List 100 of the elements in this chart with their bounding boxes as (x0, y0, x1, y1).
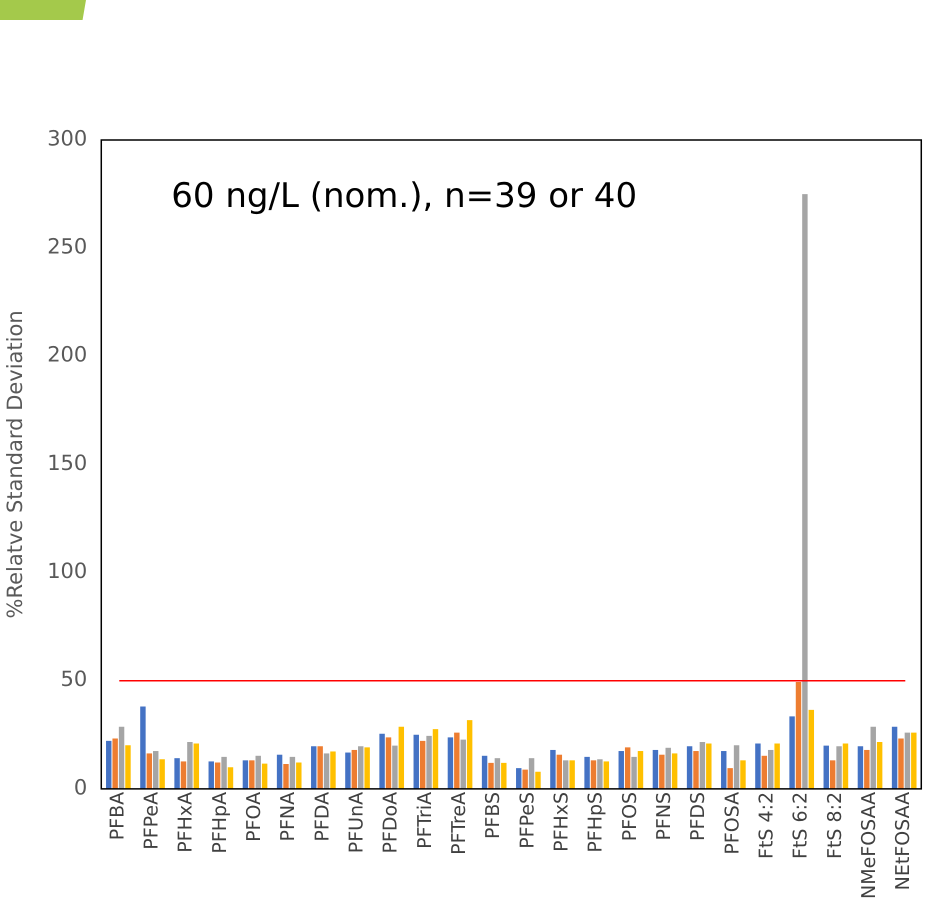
x-tick-label: PFOS (618, 792, 641, 842)
x-tick-label: FtS 4:2 (755, 792, 778, 859)
bar (460, 740, 466, 789)
bar (734, 745, 740, 789)
x-tick-label: PFOA (242, 792, 265, 842)
bar (106, 740, 112, 789)
bar (569, 760, 575, 789)
x-tick-label: PFHxS (550, 792, 572, 852)
bar (768, 750, 774, 789)
bar (904, 732, 910, 789)
bar (789, 716, 795, 789)
bar (290, 756, 296, 789)
bar (563, 760, 568, 789)
bar (672, 753, 678, 789)
bar (392, 746, 398, 789)
bar (638, 751, 644, 789)
x-tick-label: FtS 8:2 (824, 792, 846, 859)
bar (762, 756, 768, 789)
bar (352, 750, 358, 789)
x-tick-label: PFBA (106, 792, 128, 840)
bar (830, 760, 836, 789)
x-tick-label: PFTriA (414, 792, 436, 849)
bar (194, 743, 200, 789)
bar (892, 726, 898, 789)
bar (584, 756, 590, 789)
y-tick-label: 100 (47, 559, 88, 584)
bar (118, 726, 124, 789)
y-tick-label: 300 (47, 126, 88, 150)
annotation: 60 ng/L (nom.), n=39 or 40 (171, 176, 638, 216)
bar (911, 732, 917, 789)
bar (516, 768, 522, 789)
bar (317, 746, 323, 789)
y-tick-label: 150 (47, 450, 88, 475)
x-tick-label: NMeFOSAA (858, 792, 880, 900)
bar (345, 752, 351, 789)
bar (522, 770, 528, 789)
bar (727, 768, 733, 789)
bar (276, 754, 282, 789)
bar (796, 682, 802, 789)
bar (802, 194, 808, 789)
bar (494, 758, 500, 789)
bar (842, 743, 848, 789)
bar (379, 734, 385, 789)
bar (125, 745, 131, 789)
bar (721, 751, 726, 789)
bar (693, 751, 699, 789)
bar (324, 753, 330, 789)
bar (652, 750, 658, 789)
bar (140, 706, 146, 789)
bar (256, 756, 261, 789)
bar (187, 742, 193, 789)
bar (208, 761, 214, 789)
bar (659, 754, 665, 789)
y-tick-label: 0 (74, 775, 88, 800)
x-tick-label: PFPeA (140, 792, 162, 850)
bar (774, 743, 780, 789)
y-axis-title: %Relatve Standard Deviation (3, 310, 28, 619)
bar (836, 746, 842, 789)
bar (686, 746, 692, 789)
bar (146, 753, 152, 789)
bar (618, 751, 624, 789)
x-tick-label: PFUnA (345, 792, 368, 854)
bar (262, 764, 268, 789)
bar (604, 761, 610, 789)
bar (706, 743, 712, 789)
x-tick-label: PFDoA (380, 792, 402, 854)
x-tick-label: PFHpS (584, 792, 607, 853)
x-tick-label: NEtFOSAA (892, 792, 914, 890)
y-tick-label: 50 (60, 667, 88, 692)
bar (466, 720, 472, 789)
bar (556, 754, 562, 789)
bar (426, 736, 432, 789)
bar (420, 740, 426, 789)
bar (870, 726, 876, 789)
bar (454, 732, 460, 789)
bar (358, 746, 364, 789)
bar (597, 759, 603, 789)
x-tick-label: PFNS (652, 792, 675, 841)
bar (700, 742, 706, 789)
bar (221, 756, 227, 789)
bar (624, 747, 630, 789)
bar (330, 751, 336, 789)
bar (159, 759, 165, 789)
bar (864, 750, 870, 789)
x-tick-label: PFHxA (174, 792, 197, 853)
bar (249, 760, 255, 789)
bar (214, 762, 220, 789)
bar (386, 737, 392, 789)
bar (876, 742, 882, 789)
bar (858, 746, 864, 789)
x-tick-label: PFTreA (448, 792, 470, 855)
y-tick-label: 250 (47, 234, 88, 259)
bar (631, 756, 637, 789)
x-tick-label: PFOSA (721, 792, 744, 855)
bar (898, 738, 904, 789)
bar (528, 758, 534, 789)
bar (112, 738, 118, 789)
bar (824, 746, 829, 789)
x-tick-label: PFDA (311, 792, 334, 842)
bar (550, 750, 556, 789)
